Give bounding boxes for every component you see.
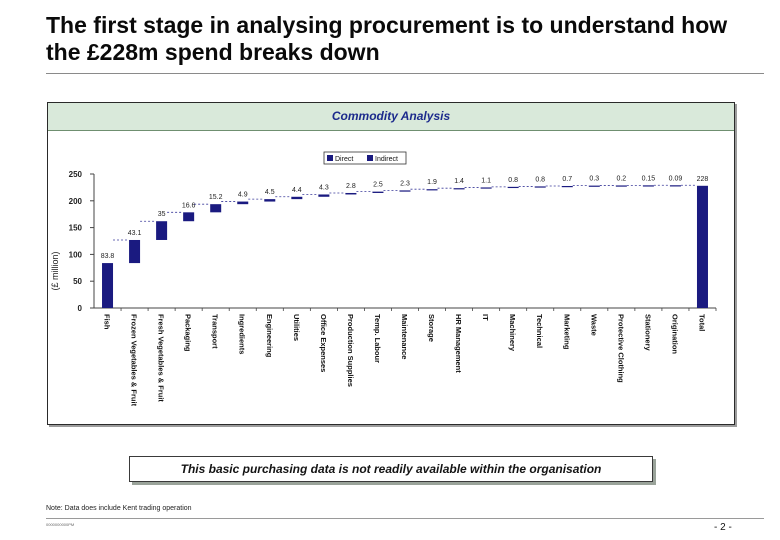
chart-bar bbox=[399, 190, 411, 192]
x-category-label: Marketing bbox=[562, 314, 571, 350]
data-label: 0.15 bbox=[642, 175, 656, 182]
callout-box: This basic purchasing data is not readil… bbox=[129, 456, 653, 482]
chart-bar bbox=[264, 199, 276, 202]
data-label: 1.1 bbox=[481, 177, 491, 184]
legend-box bbox=[323, 151, 407, 165]
data-label: 35 bbox=[158, 211, 166, 218]
data-label: 228 bbox=[697, 176, 709, 183]
y-axis-title: (£ million) bbox=[50, 251, 60, 290]
data-label: 2.5 bbox=[373, 182, 383, 189]
data-label: 2.8 bbox=[346, 183, 356, 190]
x-category-label: Maintenance bbox=[400, 314, 409, 359]
legend-swatch bbox=[327, 155, 333, 161]
chart-bar bbox=[345, 192, 357, 195]
data-label: 4.3 bbox=[319, 184, 329, 191]
x-category-label: Packaging bbox=[184, 314, 193, 352]
chart-panel: Commodity Analysis (£ million) 0 50 100 150 2… bbox=[47, 102, 735, 425]
chart-bar bbox=[615, 185, 627, 187]
data-label: 2.3 bbox=[400, 180, 410, 187]
data-label: 4.4 bbox=[292, 187, 302, 194]
y-tick-label: 100 bbox=[69, 250, 83, 259]
chart-bar bbox=[669, 185, 681, 187]
x-category-label: Fresh Vegetables & Fruit bbox=[157, 314, 166, 402]
data-label: 0.7 bbox=[562, 176, 572, 183]
x-category-label: Fish bbox=[103, 314, 112, 330]
data-label: 43.1 bbox=[128, 230, 142, 237]
chart-panel-header: Commodity Analysis bbox=[48, 103, 734, 131]
data-label: 83.8 bbox=[101, 253, 115, 260]
data-label: 0.8 bbox=[508, 177, 518, 184]
y-tick-label: 200 bbox=[69, 197, 83, 206]
chart-bar bbox=[129, 239, 141, 264]
x-category-label: Technical bbox=[535, 314, 544, 348]
y-tick-label: 150 bbox=[69, 224, 83, 233]
x-category-label: Waste bbox=[589, 314, 598, 336]
chart-bar bbox=[156, 221, 168, 240]
legend-label: Indirect bbox=[375, 156, 398, 163]
x-category-label: IT bbox=[481, 314, 490, 321]
data-label: 0.8 bbox=[535, 176, 545, 183]
x-category-label: Engineering bbox=[265, 314, 274, 358]
footnote: Note: Data does include Kent trading ope… bbox=[46, 505, 192, 512]
page-title: The first stage in analysing procurement… bbox=[46, 12, 728, 65]
x-category-label: Machinery bbox=[508, 314, 517, 352]
x-category-label: Office Expenses bbox=[319, 314, 328, 372]
legend-label: Direct bbox=[335, 156, 353, 163]
chart-bar bbox=[237, 201, 249, 205]
document-reference: 0000000000PM bbox=[46, 522, 75, 527]
x-category-label: Transport bbox=[211, 314, 220, 349]
chart-bar bbox=[318, 194, 330, 197]
data-label: 1.9 bbox=[427, 179, 437, 186]
chart-bar bbox=[426, 189, 438, 191]
x-category-label: Temp. Labour bbox=[373, 314, 382, 363]
chart-bar bbox=[561, 185, 573, 188]
chart-bar bbox=[642, 185, 654, 187]
data-label: 4.5 bbox=[265, 189, 275, 196]
chart-bar bbox=[480, 187, 492, 189]
chart-bar bbox=[372, 191, 384, 193]
chart-bar bbox=[534, 186, 546, 188]
data-label: 0.3 bbox=[589, 176, 599, 183]
data-label: 15.2 bbox=[209, 194, 223, 201]
x-category-label: Origination bbox=[670, 314, 679, 354]
data-label: 0.09 bbox=[669, 175, 683, 182]
y-tick-label: 0 bbox=[78, 304, 83, 313]
data-label: 16.6 bbox=[182, 202, 196, 209]
data-label: 1.4 bbox=[454, 178, 464, 185]
chart-bar bbox=[696, 185, 708, 308]
x-category-label: Storage bbox=[427, 314, 436, 342]
chart-bar bbox=[183, 212, 195, 222]
x-category-label: HR Management bbox=[454, 314, 463, 373]
data-label: 4.9 bbox=[238, 192, 248, 199]
data-label: 0.2 bbox=[616, 175, 626, 182]
chart-bar bbox=[507, 186, 519, 189]
chart-bar bbox=[291, 196, 303, 200]
x-category-label: Ingredients bbox=[238, 314, 247, 354]
title-divider bbox=[46, 73, 764, 74]
y-tick-label: 250 bbox=[69, 170, 83, 179]
legend-swatch bbox=[367, 155, 373, 161]
y-tick-label: 50 bbox=[73, 277, 82, 286]
chart-bar bbox=[102, 263, 114, 308]
page-number: - 2 - bbox=[714, 522, 732, 533]
footer-divider bbox=[46, 518, 764, 519]
x-category-label: Frozen Vegetables & Fruit bbox=[130, 314, 139, 407]
chart-bar bbox=[588, 185, 600, 187]
x-category-label: Protective Clothing bbox=[616, 314, 625, 383]
x-category-label: Utilities bbox=[292, 314, 301, 341]
commodity-waterfall-chart: (£ million) 0 50 100 150 200 250 Direct Indirect… bbox=[50, 151, 717, 407]
x-category-label: Total bbox=[697, 314, 706, 331]
chart-bar bbox=[453, 188, 465, 190]
x-category-label: Production Supplies bbox=[346, 314, 355, 387]
x-category-label: Stationery bbox=[643, 314, 652, 352]
chart-bar bbox=[210, 204, 222, 213]
